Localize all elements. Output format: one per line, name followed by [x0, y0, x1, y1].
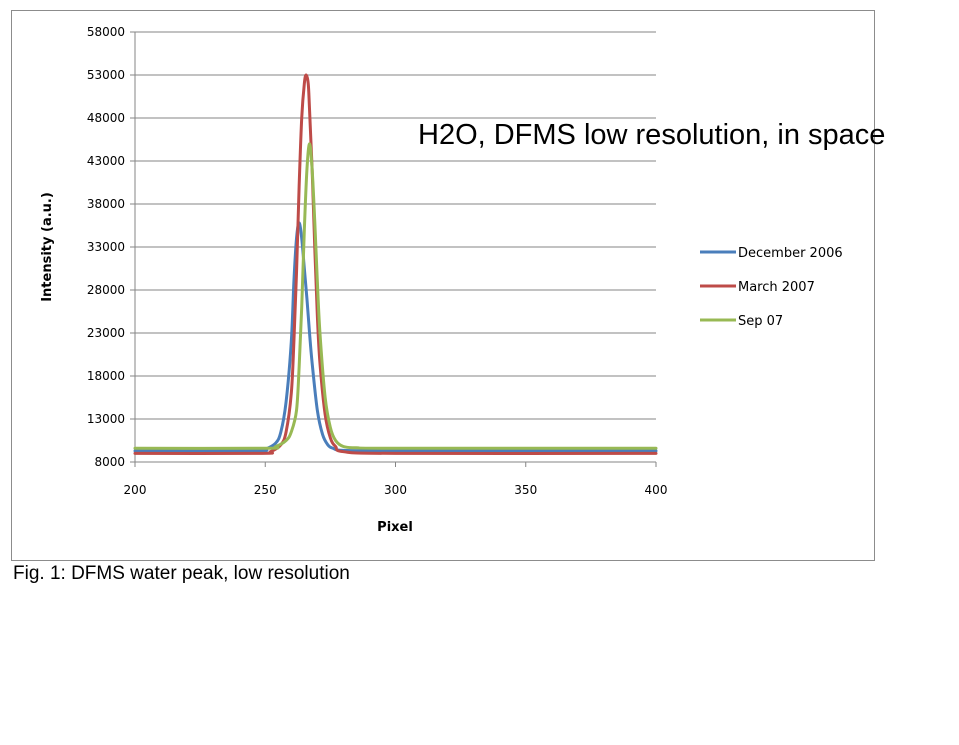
x-tick-labels: 200 250 300 350 400 [124, 483, 668, 497]
y-tick-labels: 8000 13000 18000 23000 28000 33000 38000 43000 4… [87, 25, 125, 469]
y-tick-label: 28000 [87, 283, 125, 297]
series-line-march-2007 [133, 73, 658, 456]
y-tick-label: 13000 [87, 412, 125, 426]
y-tick-label: 53000 [87, 68, 125, 82]
y-tick-label: 33000 [87, 240, 125, 254]
x-axis-label: Pixel [377, 520, 413, 535]
y-tick-label: 38000 [87, 197, 125, 211]
legend-label-march-2007: March 2007 [738, 280, 815, 295]
y-tick-label: 8000 [94, 455, 125, 469]
y-tick-label: 18000 [87, 369, 125, 383]
series-line-december-2006 [133, 221, 658, 453]
legend: December 2006 March 2007 Sep 07 [700, 246, 843, 329]
y-tick-label: 43000 [87, 154, 125, 168]
x-tick-label: 350 [514, 483, 537, 497]
series-line-sep-07 [133, 142, 658, 450]
series-lines [133, 73, 658, 456]
gridlines [135, 31, 656, 463]
y-tick-label: 48000 [87, 111, 125, 125]
y-tick-label: 58000 [87, 25, 125, 39]
x-tick-label: 400 [645, 483, 668, 497]
x-tick-label: 300 [384, 483, 407, 497]
x-tick-label: 250 [254, 483, 277, 497]
figure-caption: Fig. 1: DFMS water peak, low resolution [13, 563, 350, 584]
y-axis-label: Intensity (a.u.) [40, 192, 55, 302]
legend-label-sep-07: Sep 07 [738, 314, 783, 329]
legend-label-december-2006: December 2006 [738, 246, 843, 261]
x-tick-label: 200 [124, 483, 147, 497]
chart-title: H2O, DFMS low resolution, in space [418, 119, 885, 151]
axes [130, 31, 657, 467]
y-tick-label: 23000 [87, 326, 125, 340]
